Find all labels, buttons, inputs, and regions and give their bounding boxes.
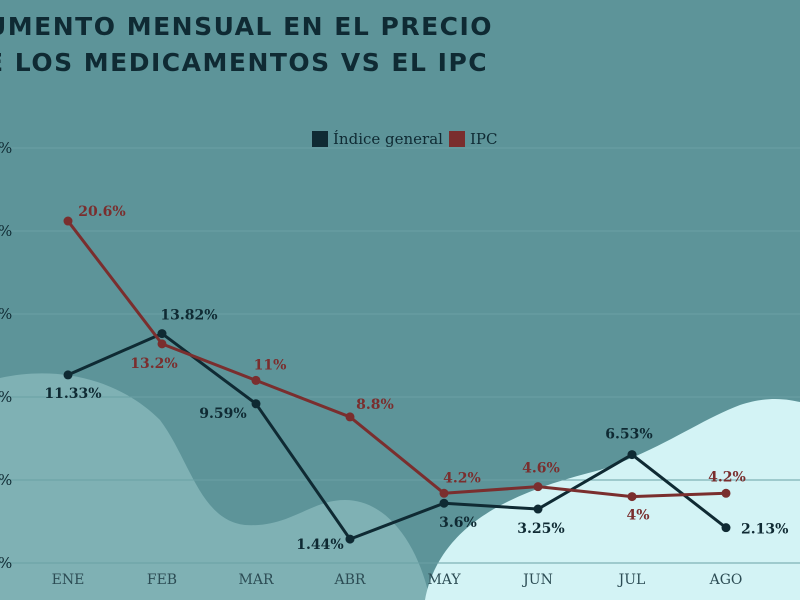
decorative-blob-left: [0, 373, 430, 600]
series-lines: [63, 216, 731, 544]
data-label-indice-general: 3.25%: [517, 521, 564, 537]
data-label-ipc: 11%: [254, 357, 287, 373]
y-tick-label: %: [0, 388, 12, 406]
legend-item-ipc: IPC: [448, 130, 498, 148]
data-label-ipc: 4.2%: [443, 470, 481, 486]
legend-swatch-indice-general: [312, 131, 328, 147]
data-point-ipc: [345, 412, 355, 422]
data-label-indice-general: 1.44%: [296, 537, 343, 553]
data-label-ipc: 4.2%: [708, 469, 746, 485]
series-line-ipc: [66, 220, 727, 499]
decorative-background: [0, 373, 800, 600]
legend-item-indice-general: Índice general: [312, 130, 443, 148]
data-label-indice-general: 11.33%: [44, 386, 101, 402]
legend-label-ipc: IPC: [469, 130, 498, 148]
x-tick-label-feb: FEB: [147, 572, 177, 588]
x-axis-ticks: ENE FEB MAR ABR MAY JUN JUL AGO: [52, 572, 743, 588]
y-tick-label: %: [0, 554, 12, 572]
chart-title-line-2: E LOS MEDICAMENTOS VS EL IPC: [0, 48, 489, 77]
data-point-indice-general: [251, 399, 261, 409]
data-point-indice-general: [533, 504, 543, 514]
data-labels: 11.33% 13.82% 9.59% 1.44% 3.6% 3.25% 6.53% 2.13…: [44, 204, 788, 553]
x-tick-label-jul: JUL: [617, 572, 646, 588]
data-point-ipc: [721, 488, 731, 498]
y-tick-label: %: [0, 471, 12, 489]
chart-title-line-1: UMENTO MENSUAL EN EL PRECIO: [0, 12, 494, 41]
data-label-indice-general: 2.13%: [741, 522, 788, 538]
data-label-ipc: 4%: [626, 508, 649, 524]
legend: Índice general IPC: [312, 130, 503, 148]
data-point-ipc: [251, 375, 261, 385]
legend-swatch-ipc: [448, 131, 465, 147]
data-point-indice-general: [345, 534, 355, 544]
legend-label-indice-general: Índice general: [333, 130, 443, 148]
y-tick-label: %: [0, 139, 12, 157]
data-label-indice-general: 3.6%: [439, 515, 477, 531]
series-line-indice-general: [67, 332, 727, 541]
data-label-ipc: 4.6%: [522, 461, 560, 477]
data-point-ipc: [63, 216, 73, 226]
data-point-ipc: [627, 492, 637, 502]
data-point-indice-general: [627, 450, 637, 460]
data-label-indice-general: 13.82%: [160, 308, 217, 324]
data-point-ipc: [157, 339, 167, 349]
y-tick-label: %: [0, 222, 12, 240]
x-tick-label-mar: MAR: [239, 572, 274, 588]
data-label-ipc: 13.2%: [130, 356, 177, 372]
data-point-indice-general: [63, 370, 73, 380]
data-point-indice-general: [439, 498, 449, 508]
data-point-indice-general: [721, 523, 731, 533]
x-tick-label-jun: JUN: [521, 572, 553, 588]
decorative-blob-right: [425, 398, 800, 600]
data-label-indice-general: 9.59%: [199, 406, 246, 422]
x-tick-label-abr: ABR: [334, 572, 366, 588]
y-axis-ticks: %%%%%%: [0, 139, 12, 572]
y-tick-label: %: [0, 305, 12, 323]
x-tick-label-ene: ENE: [52, 572, 85, 588]
x-tick-label-may: MAY: [427, 572, 461, 588]
data-point-ipc: [533, 482, 543, 492]
data-label-ipc: 20.6%: [78, 204, 125, 220]
data-label-ipc: 8.8%: [356, 397, 394, 413]
data-label-indice-general: 6.53%: [605, 427, 652, 443]
x-tick-label-ago: AGO: [709, 572, 743, 588]
data-point-indice-general: [157, 329, 167, 339]
data-point-ipc: [439, 488, 449, 498]
